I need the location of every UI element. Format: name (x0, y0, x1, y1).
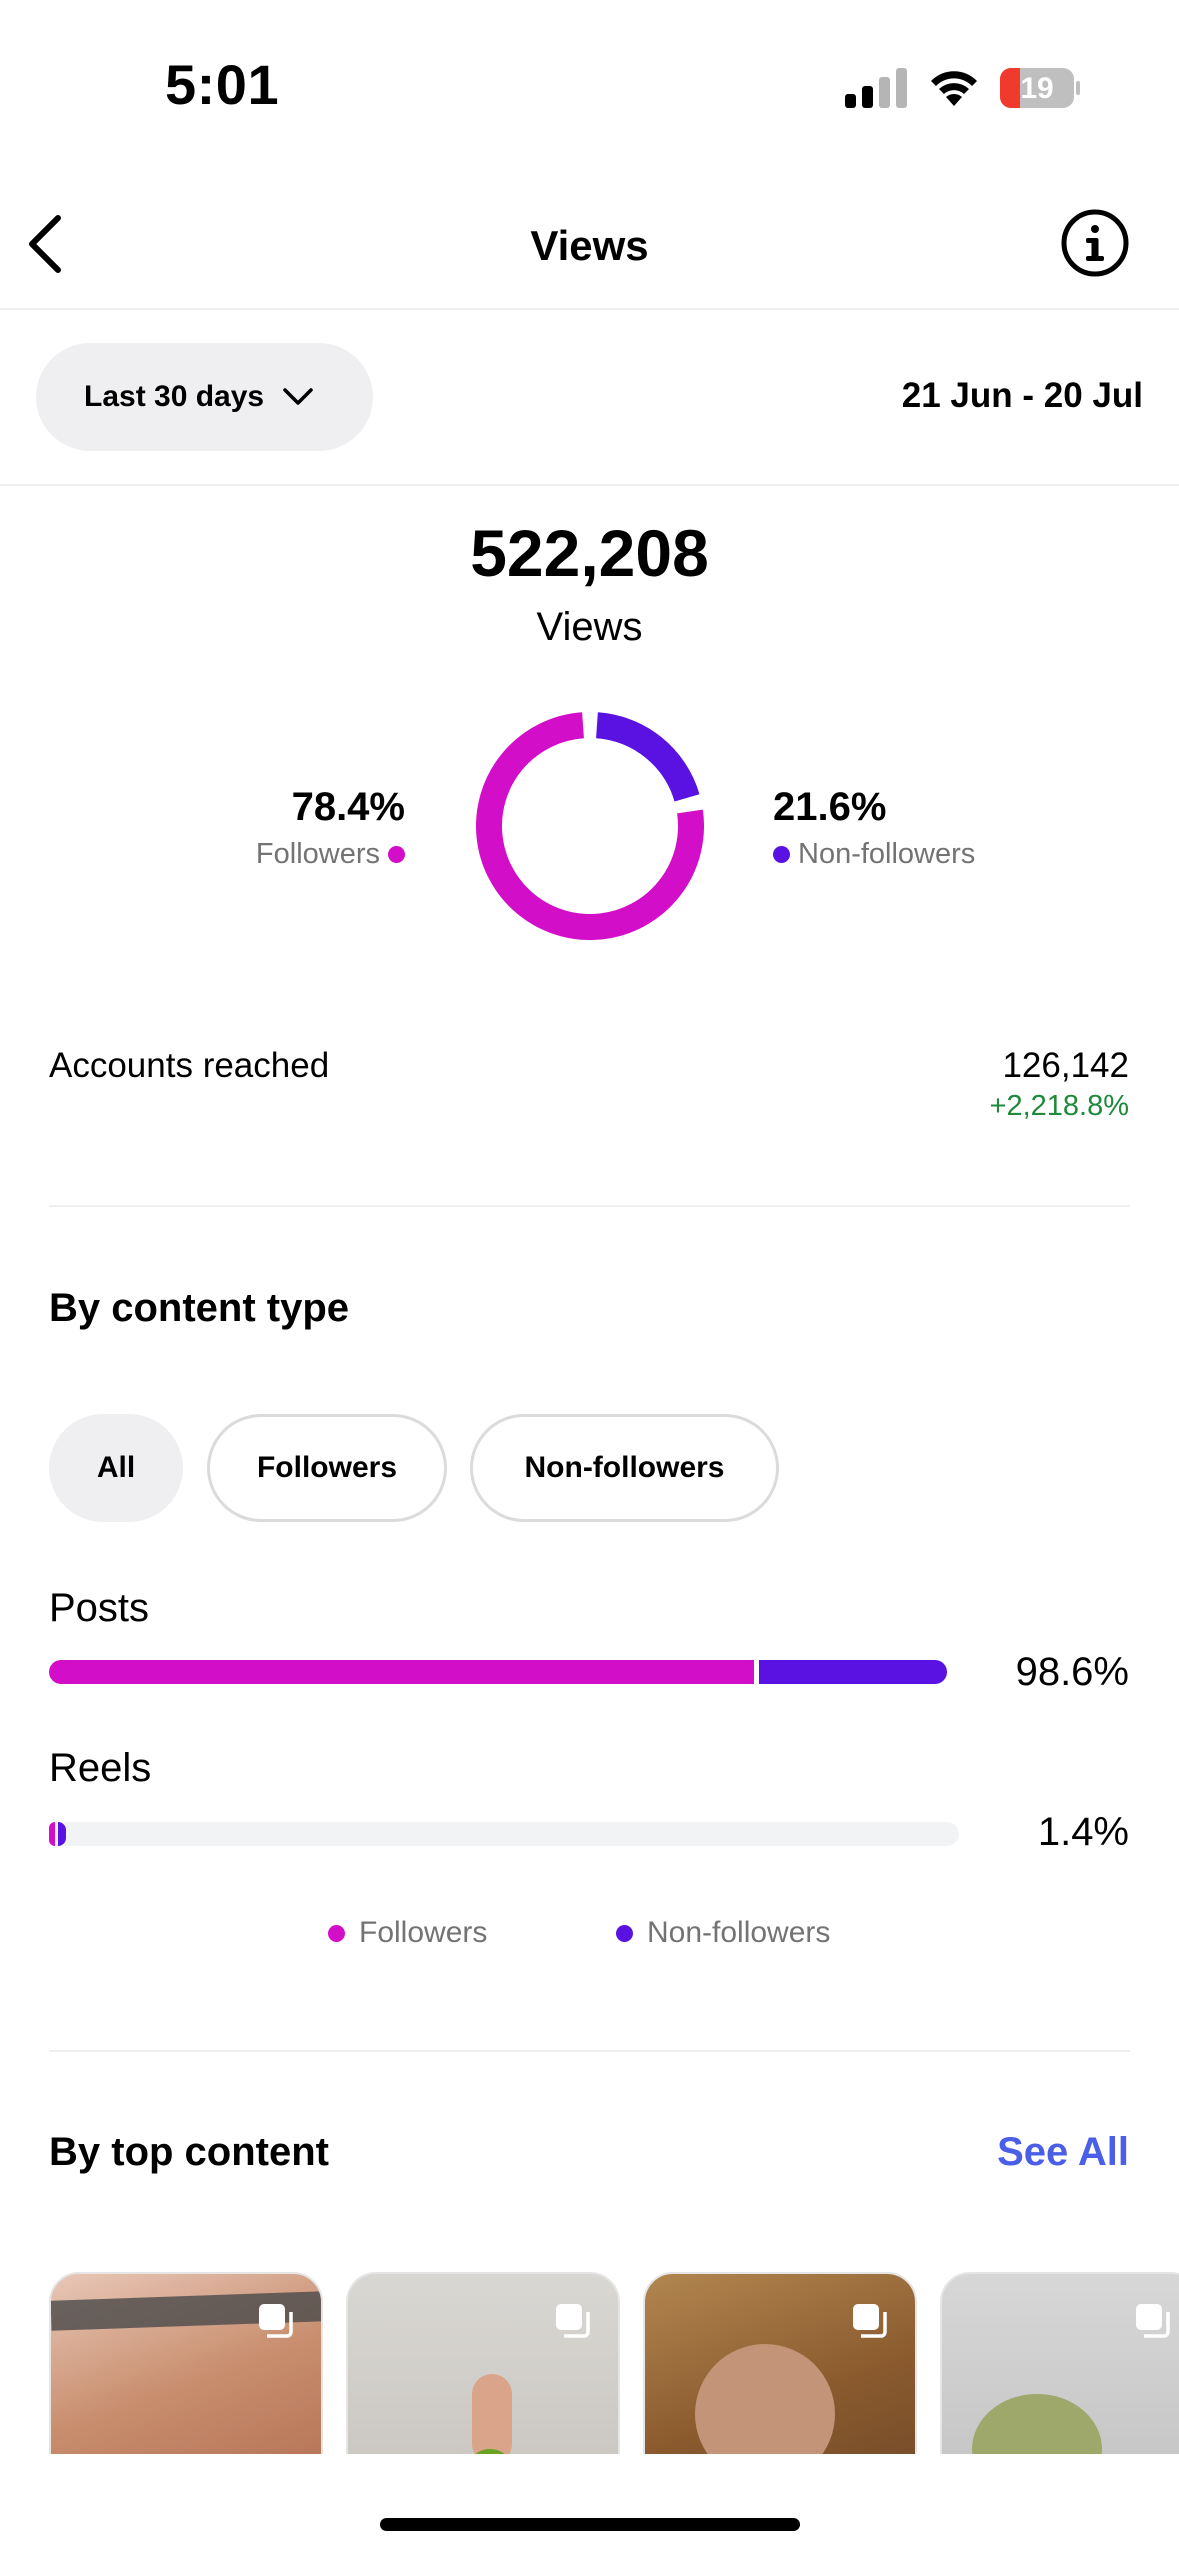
see-all-link[interactable]: See All (997, 2130, 1129, 2174)
cellular-signal-icon (845, 68, 907, 108)
multiple-posts-icon (259, 2304, 293, 2338)
accounts-reached-label: Accounts reached (49, 1046, 330, 1085)
wifi-icon (931, 71, 977, 106)
legend-non-followers-label: Non-followers (647, 1916, 831, 1949)
tab-followers[interactable]: Followers (207, 1414, 447, 1522)
non-followers-percent: 21.6% (773, 785, 887, 829)
posts-percent: 98.6% (1015, 1650, 1129, 1694)
bottom-safe-area (0, 2454, 1179, 2556)
multiple-posts-icon (556, 2304, 590, 2338)
tab-all[interactable]: All (49, 1414, 183, 1522)
accounts-reached-change: +2,218.8% (989, 1090, 1129, 1122)
chevron-down-icon (283, 388, 313, 405)
followers-dot (388, 846, 405, 863)
date-range-dropdown[interactable]: Last 30 days (36, 343, 373, 451)
back-chevron-icon[interactable] (22, 212, 70, 276)
multiple-posts-icon (1136, 2304, 1170, 2338)
total-views: 522,208 (470, 516, 709, 590)
legend-non-followers: Non-followers (616, 1916, 830, 1950)
tab-non-followers[interactable]: Non-followers (470, 1414, 779, 1522)
non-followers-label: Non-followers (798, 838, 976, 870)
header-divider (0, 308, 1179, 310)
info-icon[interactable] (1060, 208, 1130, 278)
reels-bar (49, 1822, 959, 1846)
section-divider (49, 1205, 1130, 1207)
followers-label: Followers (255, 838, 380, 870)
total-views-label: Views (536, 605, 643, 649)
reels-non-followers-segment (58, 1822, 66, 1846)
home-indicator[interactable] (380, 2518, 800, 2531)
top-content-title: By top content (49, 2130, 329, 2174)
views-donut-chart (476, 712, 704, 940)
posts-followers-segment (49, 1660, 754, 1684)
donut-non-followers-segment (595, 712, 700, 802)
legend-followers-label: Followers (359, 1916, 488, 1949)
posts-bar (49, 1660, 959, 1684)
battery-level: 19 (1020, 72, 1054, 105)
status-time: 5:01 (165, 53, 280, 116)
accounts-reached-value: 126,142 (1002, 1046, 1129, 1085)
legend-followers: Followers (328, 1916, 487, 1950)
reels-followers-segment (49, 1822, 55, 1846)
reels-percent: 1.4% (1037, 1810, 1129, 1854)
page-title: Views (530, 222, 649, 269)
non-followers-legend: Non-followers (773, 838, 975, 871)
legend-non-followers-dot (616, 1924, 633, 1942)
followers-legend: Followers (256, 838, 405, 871)
posts-non-followers-segment (759, 1660, 947, 1684)
legend-followers-dot (328, 1924, 345, 1942)
date-range-text: 21 Jun - 20 Jul (901, 376, 1143, 415)
posts-label: Posts (49, 1586, 150, 1630)
content-type-title: By content type (49, 1286, 350, 1330)
multiple-posts-icon (853, 2304, 887, 2338)
section-divider-2 (49, 2050, 1130, 2052)
donut-followers-segment (476, 712, 704, 940)
followers-percent: 78.4% (291, 785, 405, 829)
filter-divider (0, 484, 1179, 486)
reels-label: Reels (49, 1746, 152, 1790)
date-range-label: Last 30 days (84, 380, 265, 413)
non-followers-dot (773, 846, 790, 863)
battery-icon: 19 (1000, 68, 1080, 108)
